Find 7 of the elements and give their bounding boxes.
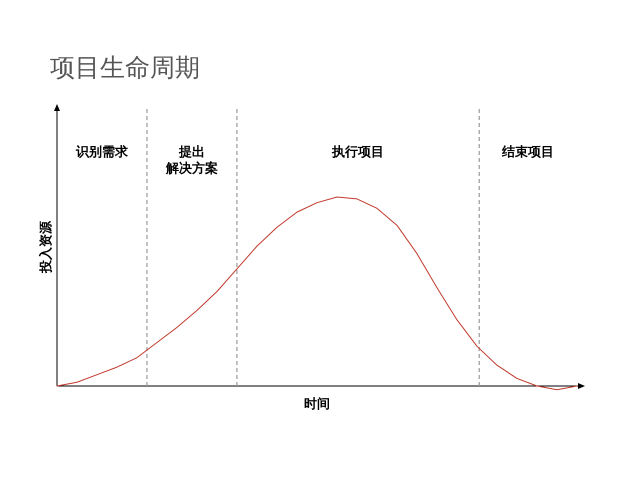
text: 识别需求 (74, 144, 129, 160)
y-axis-title: 投入资源 (38, 220, 54, 274)
chart-title: 项目生命周期 (50, 53, 200, 82)
text: 提出解决方案 (164, 145, 218, 176)
x-axis-title: 时间 (304, 397, 330, 412)
text: 执行项目 (331, 145, 384, 160)
text: 结束项目 (501, 145, 554, 160)
